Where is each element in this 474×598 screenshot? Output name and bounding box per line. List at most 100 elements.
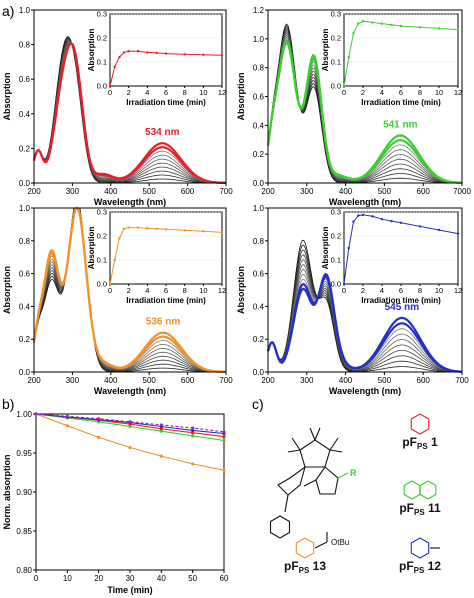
peak-annotation-a3: 536 nm (146, 317, 181, 328)
y-tick-label-a1: 0.8 (19, 41, 31, 50)
compound-label-num: 1 (428, 435, 438, 449)
spectrum-chart-a3: 200 300 400 500 600 700 0.0 0.2 0.4 0.6 0.8 1.0 Wave… (2, 204, 233, 396)
inset-point-a1 (220, 54, 224, 57)
x-tick-label-a2: 500 (378, 187, 392, 196)
inset-point-a1 (136, 50, 140, 53)
inset-chart-a1: 0.0 0.1 0.2 0.3 0 2 4 6 8 10 12 Irradiation time (m… (87, 10, 226, 108)
compound-label-sub: PS (299, 566, 310, 575)
inset-x-axis-label-a4: Irradiation time (min) (361, 296, 441, 305)
inset-point-a2 (342, 84, 346, 88)
compound-label-num: 11 (425, 501, 441, 515)
cf-bond-2 (287, 449, 301, 453)
x-tick-label-a4: 600 (417, 376, 431, 385)
inset-point-a4 (390, 219, 393, 223)
spectrum-line-a4-4 (267, 259, 463, 373)
x-axis-label-a1: Wavelength (nm) (94, 197, 166, 207)
spectrum-line-a1-5 (33, 40, 226, 184)
inset-x-tick-label-a3: 10 (199, 286, 207, 295)
series-point-b-4 (159, 423, 163, 427)
inset-y-tick-label-a3: 0.2 (97, 232, 107, 241)
panel-label-a: a) (2, 3, 14, 19)
panel-label-b: b) (2, 396, 14, 412)
y-tick-label-a4: 0.8 (253, 237, 265, 246)
x-tick-label-a1: 200 (27, 187, 41, 196)
inset-x-tick-label-a3: 8 (183, 286, 187, 295)
inset-x-tick-label-a2: 6 (399, 88, 403, 97)
x-tick-label-a4: 300 (300, 376, 314, 385)
compound-label-num: 13 (309, 559, 326, 573)
spectrum-line-a1-6 (33, 41, 226, 184)
series-point-b-1 (159, 429, 163, 433)
inset-y-tick-label-a1: 0.3 (97, 10, 107, 19)
series-point-b-0 (159, 454, 163, 458)
y-tick-label-a4: 0.4 (253, 302, 265, 311)
spectrum-line-a4-7 (267, 273, 463, 373)
peak-annotation-a2: 541 nm (383, 119, 418, 130)
inset-point-a1 (127, 50, 130, 53)
spectrum-line-a1-4 (33, 40, 227, 184)
spectrum-line-a4-3 (267, 254, 462, 373)
y-tick-label-a1: 0.4 (19, 110, 31, 119)
cyclopentene-ring (299, 439, 331, 468)
inset-series-line-a1 (109, 50, 223, 87)
y-axis-label-a3: Absorption (2, 266, 12, 314)
series-point-b-0 (191, 462, 195, 466)
y-tick-label-b: 0.80 (16, 566, 32, 575)
inset-x-tick-label-a2: 8 (418, 88, 422, 97)
inset-chart-a4: 0.0 0.1 0.2 0.3 0 2 4 6 8 10 12 Irradiation time (m… (321, 208, 462, 306)
y-tick-label-a3: 1.0 (19, 204, 31, 213)
cf-bond-5 (329, 437, 339, 451)
spectrum-line-a1-3 (33, 39, 226, 184)
inset-frame-a1 (109, 13, 223, 87)
x-tick-label-a4: 200 (261, 376, 275, 385)
x-tick-label-a4: 700 (455, 376, 469, 385)
x-tick-label-a2: 400 (339, 187, 353, 196)
x-tick-label-b: 40 (157, 574, 166, 583)
inset-y-tick-label-a2: 0.0 (331, 82, 341, 91)
inset-x-tick-label-a3: 4 (145, 286, 149, 295)
y-tick-label-a2: 0.4 (253, 121, 265, 130)
spectrum-line-a3-10 (32, 206, 227, 373)
x-tick-label-a2: 200 (261, 187, 275, 196)
inset-chart-a2: 0.0 0.1 0.2 0.3 0 2 4 6 8 10 12 Irradiation time (m… (321, 10, 462, 108)
inset-x-tick-label-a2: 10 (435, 88, 443, 97)
x-axis-label-a3: Wavelength (nm) (94, 386, 166, 396)
y-tick-label-a3: 0.2 (19, 335, 31, 344)
compound-label-sub: PS (417, 442, 428, 451)
inset-y-tick-label-a1: 0.0 (97, 82, 107, 91)
inset-x-tick-label-a4: 2 (361, 286, 365, 295)
ch2-bond (284, 494, 289, 513)
x-tick-label-a1: 400 (104, 187, 118, 196)
inset-point-a4 (352, 220, 355, 223)
inset-point-a4 (347, 246, 350, 250)
inset-x-tick-label-a1: 8 (183, 88, 187, 97)
inset-y-tick-label-a4: 0.0 (331, 280, 341, 289)
peak-annotation-a4: 545 nm (385, 302, 420, 313)
inset-point-a1 (202, 53, 205, 56)
spectrum-line-a2-5 (267, 32, 462, 184)
inset-y-tick-label-a3: 0.3 (97, 208, 107, 217)
x-tick-label-a3: 400 (104, 376, 118, 385)
y-tick-label-a4: 1.0 (253, 204, 265, 213)
spectrum-chart-a4: 200 300 400 500 600 700 0.0 0.2 0.4 0.6 0.8 1.0 Wave… (236, 204, 469, 396)
x-axis-label-b: Time (min) (107, 585, 152, 595)
inset-point-a3 (155, 227, 158, 230)
compound-label-2: pFPS 13 (284, 559, 326, 575)
inset-point-a3 (136, 226, 140, 229)
x-tick-label-a3: 200 (27, 376, 41, 385)
series-point-b-0 (222, 468, 226, 472)
y-tick-label-a2: 0.8 (253, 64, 265, 73)
inset-point-a3 (118, 237, 121, 240)
spectrum-line-a2-10 (266, 41, 463, 184)
inset-point-a2 (380, 22, 384, 25)
spectrum-line-a2-6 (267, 34, 463, 184)
y-axis-label-b: Norm. absorption (2, 454, 12, 529)
spectrum-line-a1-1 (33, 37, 226, 184)
spectrum-line-a4-5 (267, 264, 463, 373)
inset-x-tick-label-a1: 12 (218, 88, 226, 97)
inset-x-tick-label-a3: 6 (164, 286, 168, 295)
spectrum-line-a4-10 (266, 272, 463, 373)
inset-point-a3 (127, 226, 130, 229)
x-tick-label-b: 50 (188, 574, 197, 583)
